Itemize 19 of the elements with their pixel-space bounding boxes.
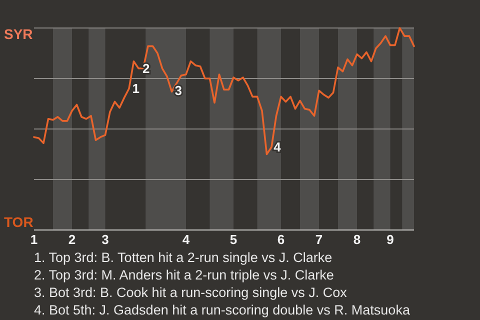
annotation: 2 [142, 60, 150, 76]
x-tick-label: 2 [68, 232, 76, 247]
text: TOR [4, 214, 34, 230]
x-tick-label: 3 [102, 232, 109, 247]
text: SYR [4, 26, 33, 42]
text: 2. Top 3rd: M. Anders hit a 2-run triple vs J. Clarke [34, 268, 334, 282]
text: 3. Bot 3rd: B. Cook hit a run-scoring single vs J. Cox [34, 285, 348, 300]
x-tick-label: 4 [182, 232, 190, 247]
annotation: 1 [132, 81, 140, 96]
annotation: 4 [274, 140, 282, 155]
text: 1. Top 3rd: B. Totten hit a 2-run single vs J. Clarke [34, 250, 332, 265]
x-tick-label: 1 [30, 232, 38, 247]
x-tick-label: 9 [386, 232, 394, 247]
x-tick-label: 8 [353, 232, 361, 247]
x-tick-label: 6 [277, 232, 285, 247]
annotation: 3 [174, 83, 182, 98]
text: 4. Bot 5th: J. Gadsden hit a run-scoring double vs R. Matsuoka [34, 302, 410, 318]
x-tick-label: 7 [315, 232, 323, 247]
x-tick-label: 5 [230, 232, 238, 247]
